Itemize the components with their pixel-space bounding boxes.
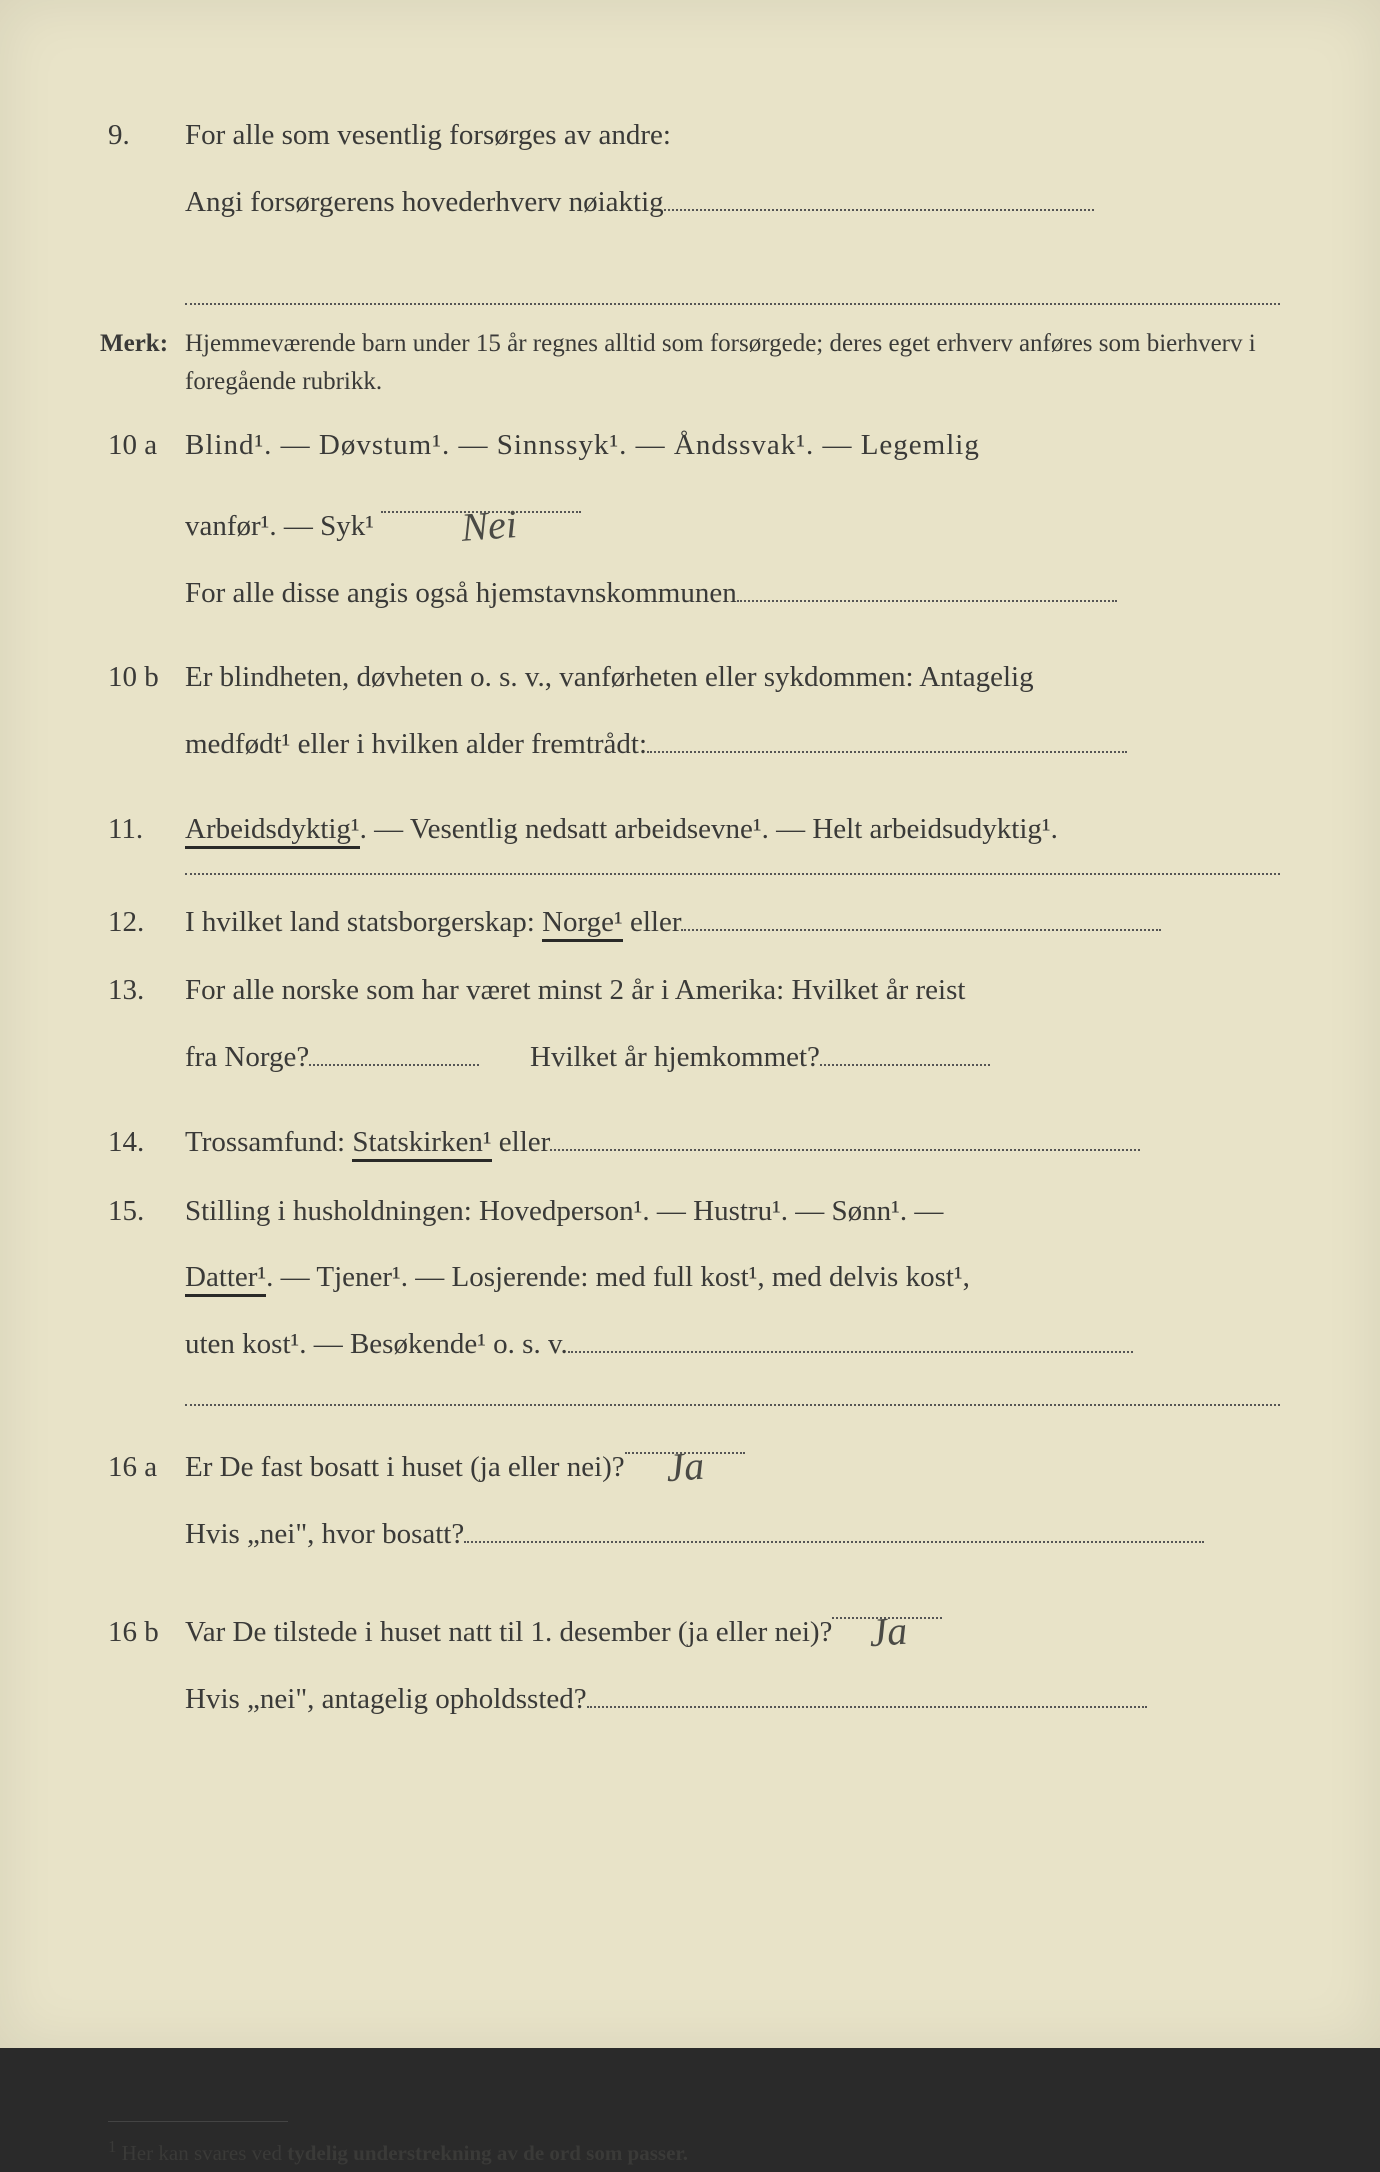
q16b-line2: Hvis „nei", antagelig opholdssted? xyxy=(185,1674,1280,1725)
q12-number: 12. xyxy=(100,897,185,948)
q16b-line1-text: Var De tilstede i huset natt til 1. dese… xyxy=(185,1616,832,1648)
q10b-line2-text: medfødt¹ eller i hvilken alder fremtrådt… xyxy=(185,728,647,760)
q16a-bosatt-blank xyxy=(464,1516,1204,1542)
merk-note: Merk: Hjemmeværende barn under 15 år reg… xyxy=(100,325,1280,400)
q9-line1: For alle som vesentlig forsørges av andr… xyxy=(185,110,1280,161)
question-11: 11. Arbeidsdyktig¹. — Vesentlig nedsatt … xyxy=(100,804,1280,855)
q16a-handwritten: Ja xyxy=(664,1431,707,1503)
q14-pre: Trossamfund: xyxy=(185,1126,352,1158)
q10a-handwritten: Nei xyxy=(459,489,519,563)
q16b-answer-blank: Ja xyxy=(832,1593,942,1619)
q10a-line3: For alle disse angis også hjemstavnskomm… xyxy=(185,568,1280,619)
q16a-line1-text: Er De fast bosatt i huset (ja eller nei)… xyxy=(185,1451,625,1483)
q9-line2-text: Angi forsørgerens hovederhverv nøiaktig xyxy=(185,186,664,218)
q10a-line3-text: For alle disse angis også hjemstavnskomm… xyxy=(185,577,737,609)
q15-line2-post: . — Tjener¹. — Losjerende: med full kost… xyxy=(266,1261,970,1293)
q16b-ophold-blank xyxy=(587,1682,1147,1708)
q9-number: 9. xyxy=(100,110,185,161)
q14-post: eller xyxy=(492,1126,551,1158)
question-16a: 16 a Er De fast bosatt i huset (ja eller… xyxy=(100,1428,1280,1576)
q10a-line2: vanfør¹. — Syk¹ Nei xyxy=(185,487,1280,552)
census-form-page: 9. For alle som vesentlig forsørges av a… xyxy=(0,0,1380,2048)
q10a-kommune-blank xyxy=(737,575,1117,601)
q11-rest: . — Vesentlig nedsatt arbeidsevne¹. — He… xyxy=(360,813,1058,845)
q13-line2: fra Norge? Hvilket år hjemkommet? xyxy=(185,1032,1280,1083)
q16b-number: 16 b xyxy=(100,1607,185,1658)
divider-11 xyxy=(185,873,1280,875)
q13-line2b: Hvilket år hjemkommet? xyxy=(530,1041,820,1073)
q9-blank xyxy=(664,185,1094,211)
q15-selected: Datter¹ xyxy=(185,1261,266,1297)
q10a-options: Blind¹. — Døvstum¹. — Sinnssyk¹. — Åndss… xyxy=(185,420,1280,471)
question-10b: 10 b Er blindheten, døvheten o. s. v., v… xyxy=(100,652,1280,786)
merk-label: Merk: xyxy=(100,325,185,400)
q13-line2a: fra Norge? xyxy=(185,1041,309,1073)
q16b-line1: Var De tilstede i huset natt til 1. dese… xyxy=(185,1593,1280,1658)
footnote: 1 Her kan svares ved tydelig understrekn… xyxy=(108,2132,1280,2172)
question-15: 15. Stilling i husholdningen: Hovedperso… xyxy=(100,1186,1280,1386)
q13-number: 13. xyxy=(100,965,185,1016)
q15-number: 15. xyxy=(100,1186,185,1237)
q14-number: 14. xyxy=(100,1117,185,1168)
question-14: 14. Trossamfund: Statskirken¹ eller xyxy=(100,1117,1280,1168)
q16b-handwritten: Ja xyxy=(866,1596,909,1668)
q12-pre: I hvilket land statsborgerskap: xyxy=(185,906,542,938)
q10b-line2: medfødt¹ eller i hvilken alder fremtrådt… xyxy=(185,719,1280,770)
question-12: 12. I hvilket land statsborgerskap: Norg… xyxy=(100,897,1280,948)
footnote-sup: 1 xyxy=(108,2137,116,2156)
q13-blank-2 xyxy=(820,1040,990,1066)
q12-post: eller xyxy=(623,906,682,938)
q9-continuation-line xyxy=(185,262,1280,306)
question-16b: 16 b Var De tilstede i huset natt til 1.… xyxy=(100,1593,1280,1741)
q15-line1: Stilling i husholdningen: Hovedperson¹. … xyxy=(185,1186,1280,1237)
q15-line3: uten kost¹. — Besøkende¹ o. s. v. xyxy=(185,1319,1280,1370)
question-10a: 10 a Blind¹. — Døvstum¹. — Sinnssyk¹. — … xyxy=(100,420,1280,634)
q16a-line2: Hvis „nei", hvor bosatt? xyxy=(185,1509,1280,1560)
q12-selected: Norge¹ xyxy=(542,906,623,942)
question-9: 9. For alle som vesentlig forsørges av a… xyxy=(100,110,1280,244)
q16a-line1: Er De fast bosatt i huset (ja eller nei)… xyxy=(185,1428,1280,1493)
q10a-line2-text: vanfør¹. — Syk¹ xyxy=(185,510,374,542)
q15-line2: Datter¹. — Tjener¹. — Losjerende: med fu… xyxy=(185,1252,1280,1303)
q10b-line1: Er blindheten, døvheten o. s. v., vanfør… xyxy=(185,652,1280,703)
q10a-number: 10 a xyxy=(100,420,185,471)
q16a-line2-text: Hvis „nei", hvor bosatt? xyxy=(185,1518,464,1550)
q15-blank xyxy=(568,1327,1133,1353)
q11-selected: Arbeidsdyktig¹ xyxy=(185,813,360,849)
q12-blank xyxy=(681,904,1161,930)
q10b-number: 10 b xyxy=(100,652,185,703)
q10b-blank xyxy=(647,727,1127,753)
q11-number: 11. xyxy=(100,804,185,855)
q14-selected: Statskirken¹ xyxy=(352,1126,491,1162)
q9-line2: Angi forsørgerens hovederhverv nøiaktig xyxy=(185,177,1280,228)
q14-blank xyxy=(550,1125,1140,1151)
footnote-bold: tydelig understrekning av de ord som pas… xyxy=(287,2141,688,2165)
footnote-text: Her kan svares ved xyxy=(116,2141,287,2165)
q15-line3-text: uten kost¹. — Besøkende¹ o. s. v. xyxy=(185,1328,568,1360)
footnote-rule xyxy=(108,2121,288,2122)
q16b-line2-text: Hvis „nei", antagelig opholdssted? xyxy=(185,1683,587,1715)
merk-text: Hjemmeværende barn under 15 år regnes al… xyxy=(185,325,1280,400)
q13-blank-1 xyxy=(309,1040,479,1066)
question-13: 13. For alle norske som har været minst … xyxy=(100,965,1280,1099)
q16a-answer-blank: Ja xyxy=(625,1428,745,1454)
q10a-syk-blank: Nei xyxy=(381,487,581,513)
divider-15 xyxy=(185,1404,1280,1406)
q16a-number: 16 a xyxy=(100,1442,185,1493)
q13-line1: For alle norske som har været minst 2 år… xyxy=(185,965,1280,1016)
